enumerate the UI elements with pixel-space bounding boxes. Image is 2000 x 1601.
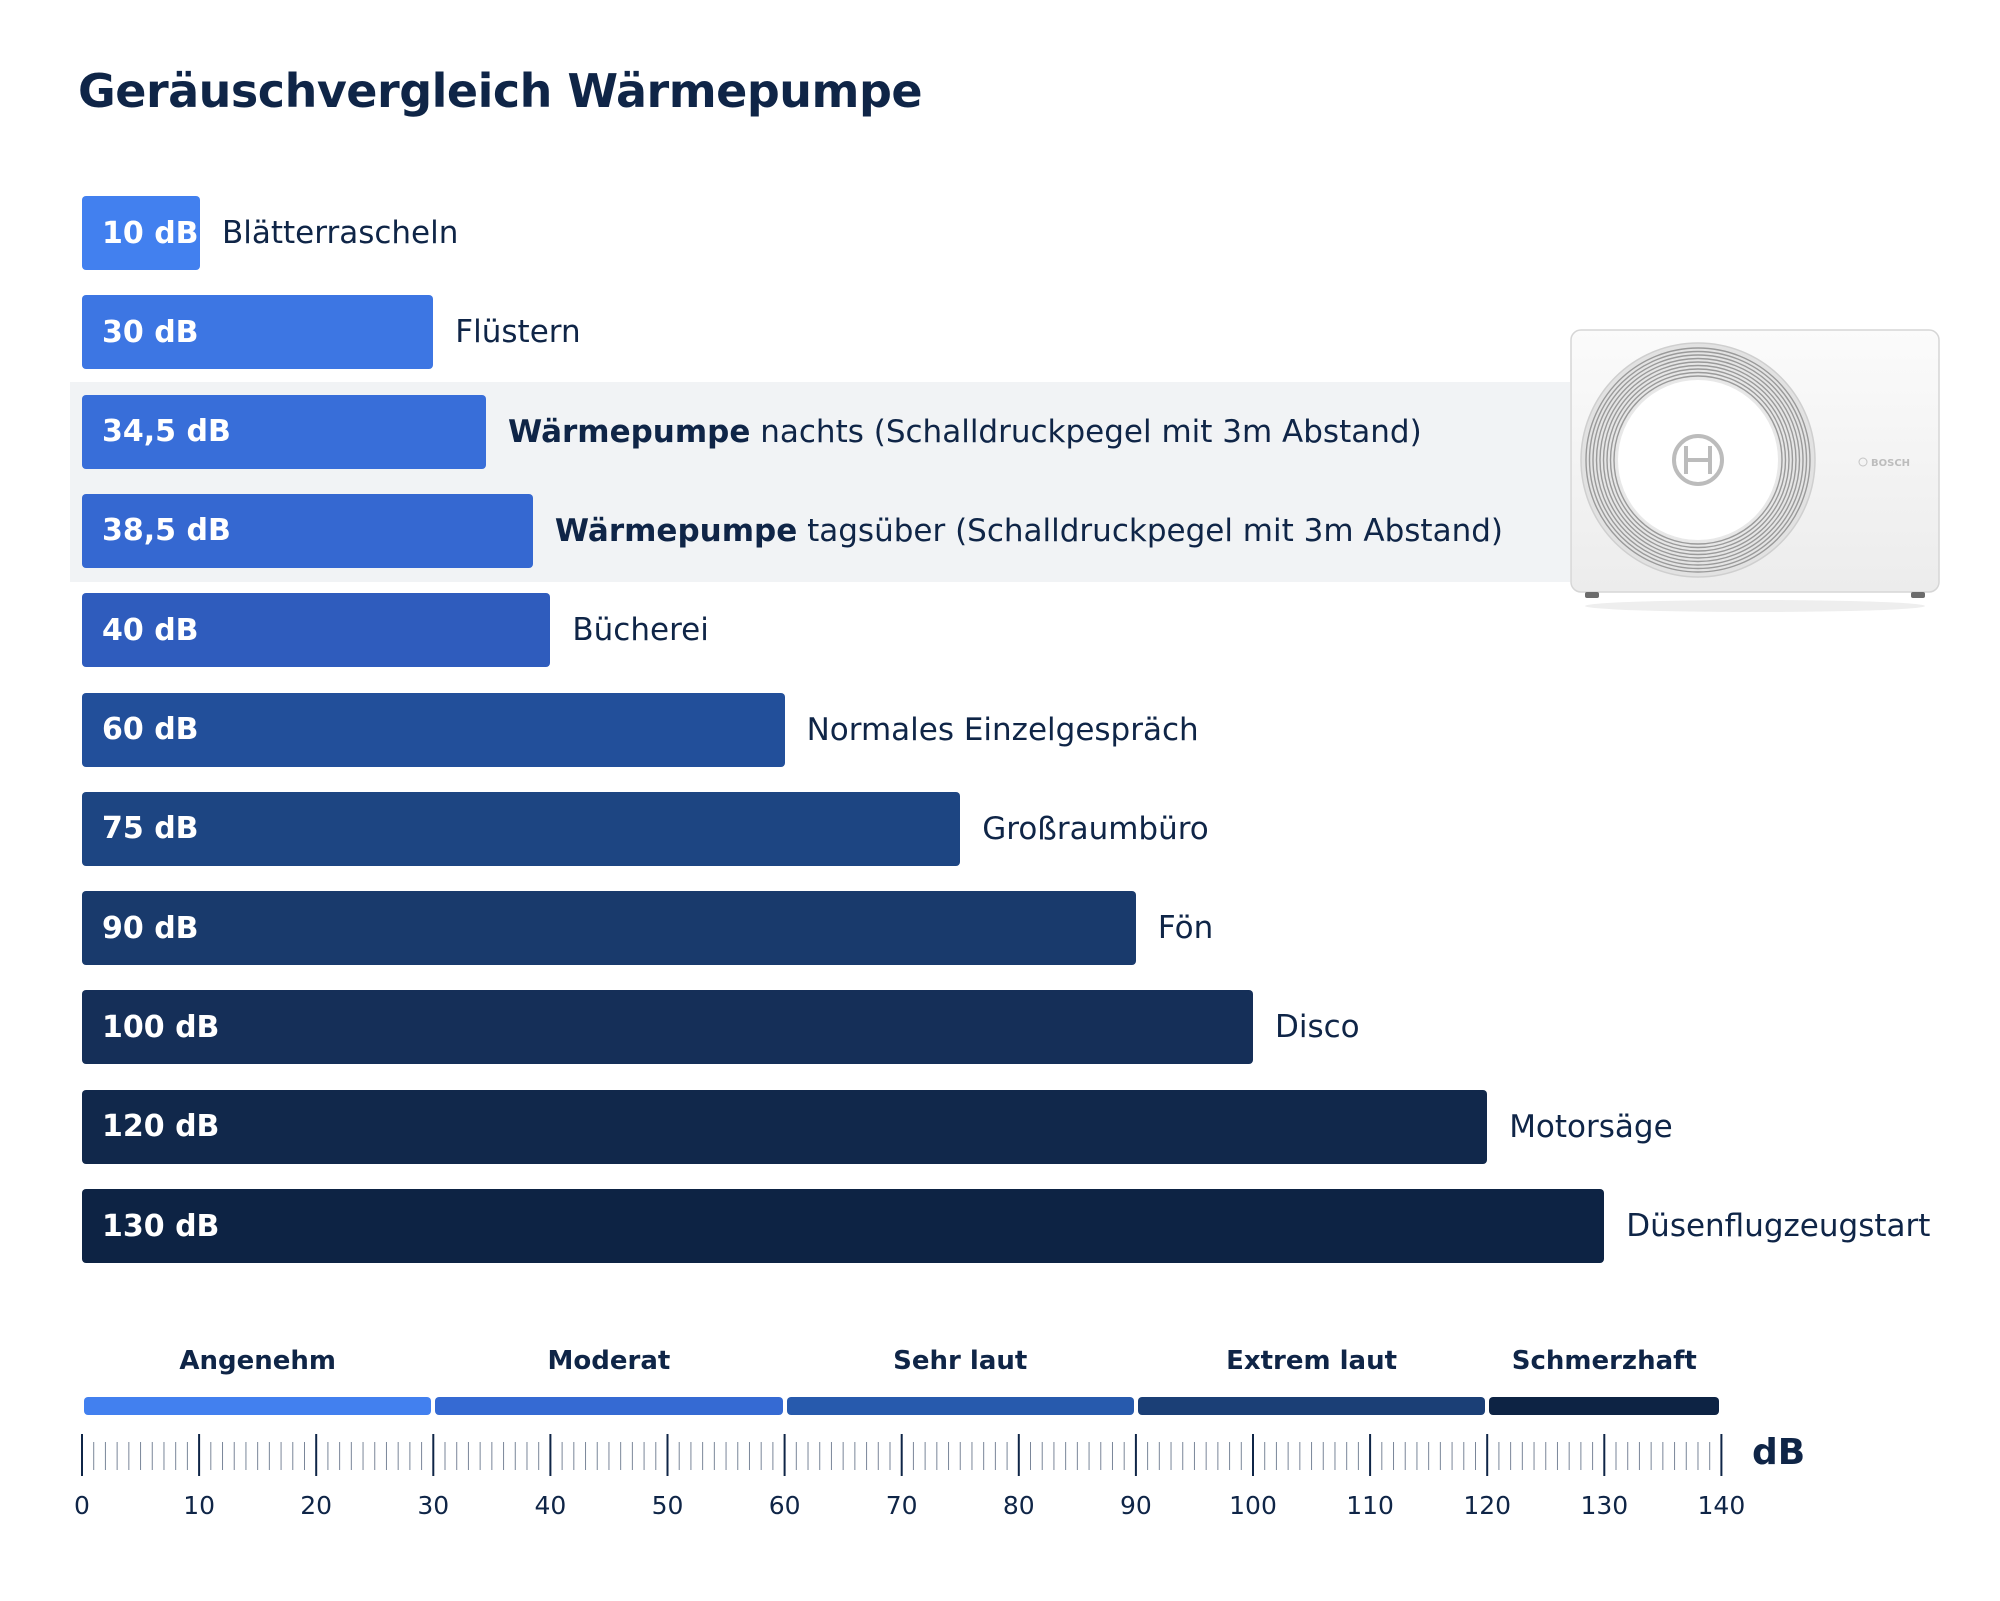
x-tick-label: 70: [886, 1491, 918, 1520]
x-tick-label: 40: [534, 1491, 566, 1520]
zone-bar: [435, 1397, 783, 1415]
bar-category-label: Normales Einzelgespräch: [807, 693, 1199, 767]
bar-value-label: 130 dB: [102, 1208, 220, 1244]
x-tick-label: 100: [1229, 1491, 1277, 1520]
bar-category-label: Fön: [1158, 891, 1213, 965]
chart-title: Geräuschvergleich Wärmepumpe: [78, 64, 923, 118]
bar-category-label-text: tagsüber (Schalldruckpegel mit 3m Abstan…: [797, 512, 1503, 549]
heat-pump-image: BOSCH: [1570, 329, 1940, 612]
zone-bar: [1137, 1397, 1486, 1415]
zone-bar: [84, 1397, 432, 1415]
zone-label: Angenehm: [179, 1346, 336, 1376]
x-tick-label: 130: [1580, 1491, 1628, 1520]
bar-value-label: 40 dB: [102, 612, 199, 648]
x-axis: 0 10 20 30 40 50 60 70 80 90 100 110 120 130 140: [74, 1434, 1746, 1520]
zone-bar: [1489, 1397, 1720, 1415]
zone-label: Moderat: [547, 1346, 671, 1376]
bar-category-label-text: Normales Einzelgespräch: [806, 711, 1199, 748]
x-tick-label: 0: [74, 1491, 90, 1520]
bar-category-label: Motorsäge: [1509, 1090, 1672, 1164]
bar-category-label-text: Düsenflugzeugstart: [1626, 1208, 1931, 1244]
bar-value-label: 60 dB: [102, 712, 199, 747]
bar-category-label: Wärmepumpe tagsüber (Schalldruckpegel mi…: [555, 494, 1503, 568]
brand-logo-text: BOSCH: [1871, 458, 1910, 469]
zone-label: Extrem laut: [1226, 1346, 1398, 1376]
x-tick-label: 20: [300, 1491, 332, 1520]
bar-value-label: 100 dB: [102, 1009, 220, 1045]
bar-category-label: Großraumbüro: [982, 792, 1209, 866]
bar-category-label: Bücherei: [572, 593, 708, 667]
bar: 60 dB: [82, 692, 785, 767]
bar: 100 dB: [82, 990, 1253, 1065]
x-tick-label: 60: [769, 1491, 801, 1520]
bar-value-label: 120 dB: [102, 1109, 220, 1145]
bar: 130 dB: [82, 1189, 1605, 1263]
x-tick-label: 120: [1463, 1491, 1511, 1520]
x-tick-label: 110: [1346, 1491, 1394, 1520]
bar-category-label-text: nachts (Schalldruckpegel mit 3m Abstand): [750, 413, 1422, 450]
x-tick-label: 140: [1698, 1491, 1746, 1520]
bar-category-label-text: Disco: [1275, 1009, 1360, 1046]
bar-category-label: Disco: [1275, 990, 1360, 1064]
bar: 34,5 dB: [82, 394, 486, 469]
bar-category-label-text: Blätterrascheln: [222, 215, 459, 251]
bar: 90 dB: [82, 891, 1136, 966]
bar: 38,5 dB: [82, 493, 533, 568]
bar-value-label: 38,5 dB: [102, 513, 231, 549]
bar-category-label: Wärmepumpe nachts (Schalldruckpegel mit …: [508, 395, 1422, 469]
bar-category-label-text: Flüstern: [455, 314, 581, 351]
bar: 10 dB: [82, 196, 200, 270]
bar-value-label: 34,5 dB: [102, 414, 231, 450]
x-tick-label: 30: [417, 1491, 449, 1520]
x-tick-label: 50: [652, 1491, 684, 1520]
bar-value-label: 30 dB: [102, 314, 199, 350]
bar-category-label-bold: Wärmepumpe: [554, 512, 798, 549]
fan-grille-icon: [1585, 347, 1811, 573]
bar: 30 dB: [82, 295, 434, 370]
bar-category-label: Flüstern: [455, 295, 580, 369]
x-tick-label: 10: [183, 1491, 215, 1520]
bar-category-label-text: Fön: [1157, 910, 1214, 947]
bar-value-label: 10 dB: [102, 215, 199, 251]
bar-value-label: 75 dB: [102, 811, 199, 847]
bar-category-label: Düsenflugzeugstart: [1626, 1189, 1930, 1263]
x-tick-label: 80: [1003, 1491, 1035, 1520]
bar: 120 dB: [82, 1089, 1488, 1164]
zone-label: Schmerzhaft: [1511, 1346, 1697, 1376]
x-axis-unit: dB: [1752, 1432, 1806, 1473]
bar-category-label: Blätterrascheln: [222, 196, 458, 270]
bar-category-label-text: Motorsäge: [1509, 1108, 1673, 1145]
bar-value-label: 90 dB: [102, 910, 199, 946]
bar: 75 dB: [82, 791, 961, 866]
zone-label: Sehr laut: [893, 1346, 1028, 1376]
zone-bar: [786, 1397, 1134, 1415]
bar-category-label-text: Großraumbüro: [982, 810, 1209, 847]
bar-category-label-bold: Wärmepumpe: [507, 413, 751, 450]
bar: 40 dB: [82, 593, 551, 668]
bar-category-label-text: Bücherei: [572, 612, 709, 649]
x-tick-label: 90: [1120, 1491, 1152, 1520]
